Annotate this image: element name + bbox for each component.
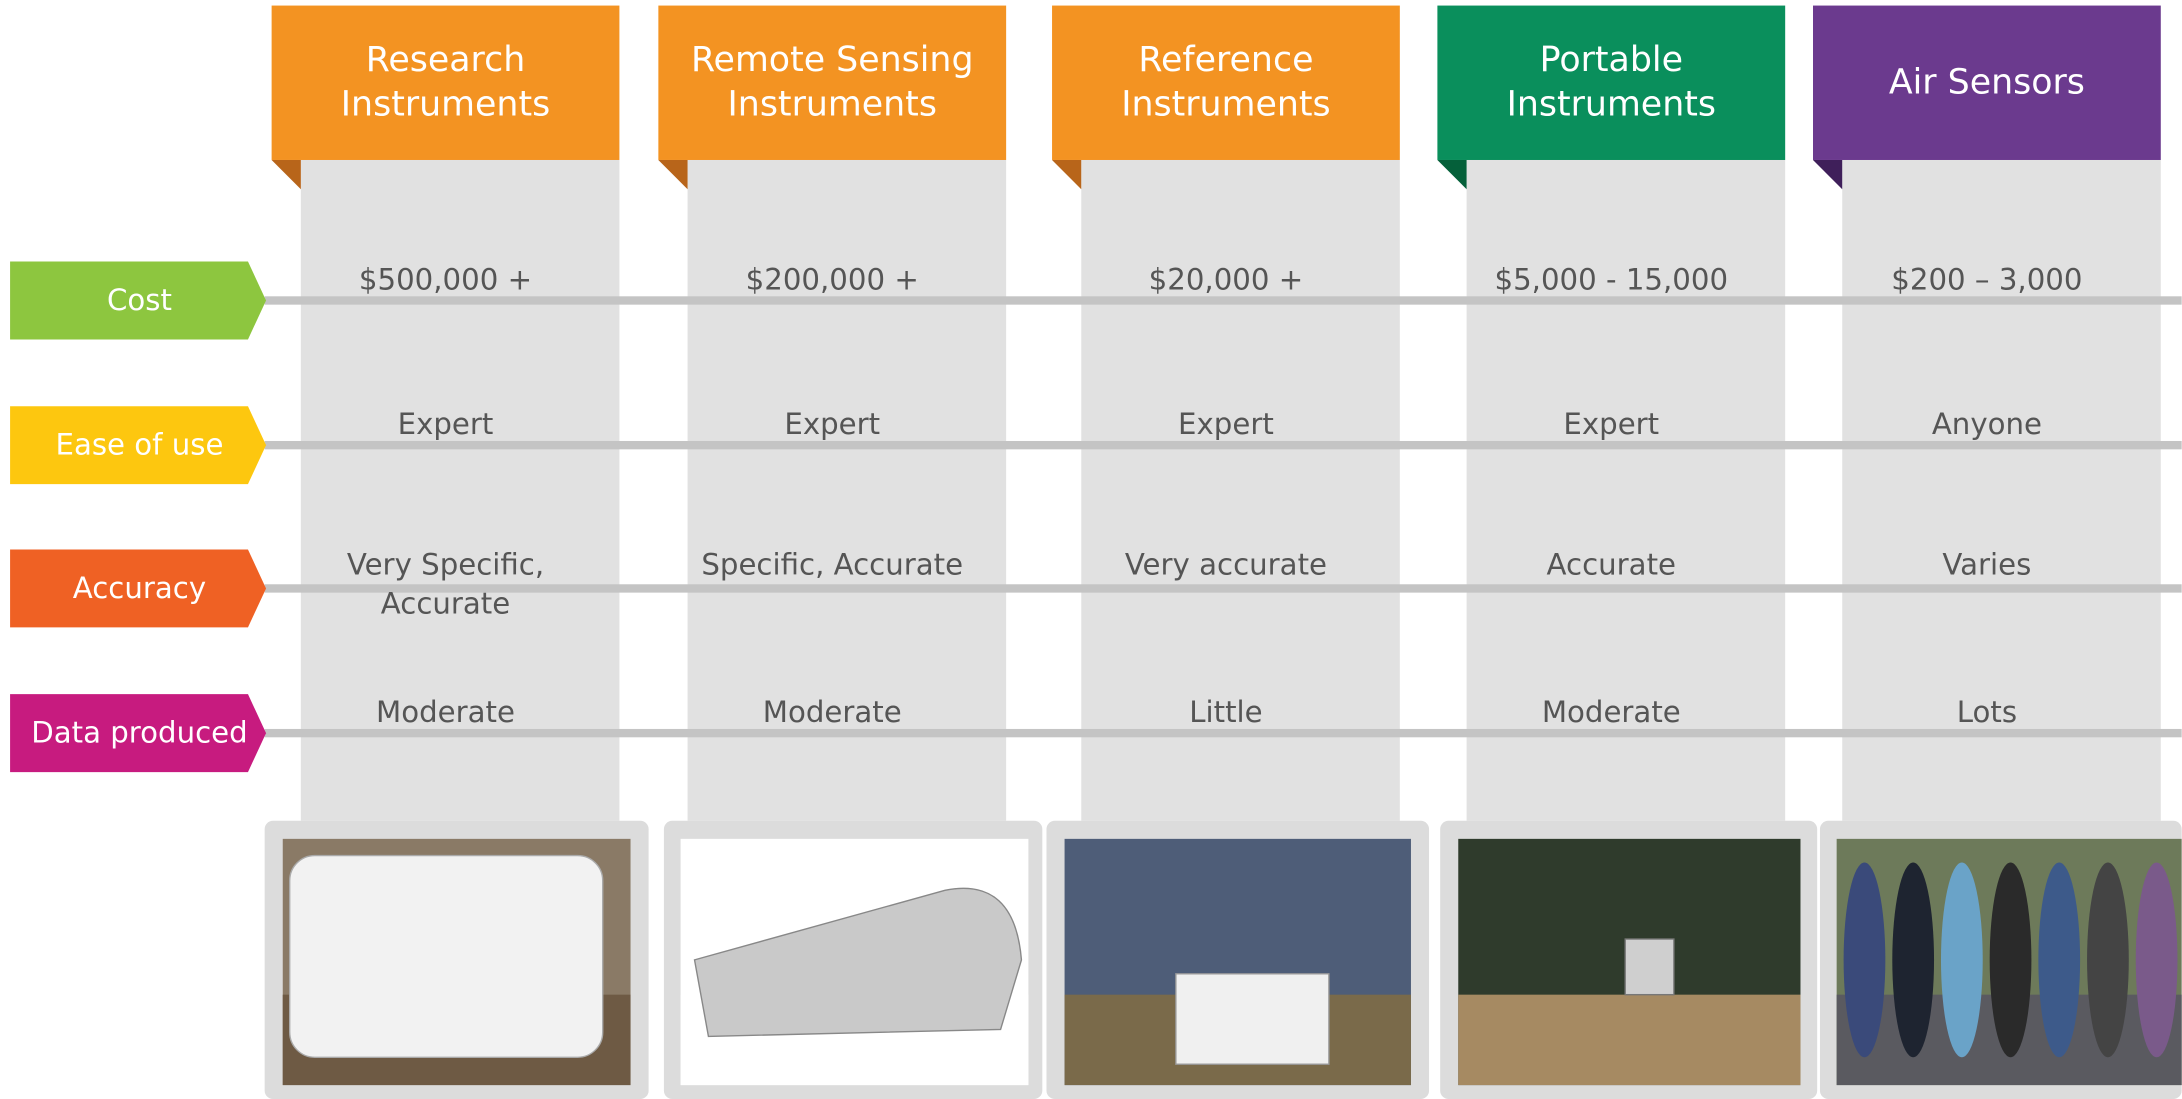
cell: Moderate <box>1541 695 1681 729</box>
header-title: Instruments <box>728 85 937 125</box>
person <box>1989 862 2032 1058</box>
header-title: Instruments <box>341 85 550 125</box>
header-title: Remote Sensing <box>691 40 974 80</box>
cell: $5,000 - 15,000 <box>1494 262 1729 297</box>
person <box>2038 862 2081 1058</box>
cell: Expert <box>1178 407 1274 441</box>
person <box>1940 862 1983 1058</box>
cell: Varies <box>1942 548 2032 582</box>
cell-text: Anyone <box>1931 407 2042 441</box>
person <box>2135 862 2178 1058</box>
cell-text: Moderate <box>1541 695 1681 729</box>
row-label-tag <box>10 261 267 340</box>
column-body <box>1842 159 2161 821</box>
row-label-tag <box>10 549 267 628</box>
header-fold <box>1052 159 1082 190</box>
header-title: Instruments <box>1121 85 1330 125</box>
header-title: Instruments <box>1507 85 1716 125</box>
column-header <box>658 5 1007 160</box>
cell-text: $200 – 3,000 <box>1891 262 2083 297</box>
cell: Expert <box>784 407 881 441</box>
column-header <box>271 5 620 160</box>
header-title: Reference <box>1138 40 1313 80</box>
cell: Expert <box>397 407 494 441</box>
header-fold <box>1813 159 1843 190</box>
camera-housing <box>693 887 1023 1038</box>
cell: $200 – 3,000 <box>1891 262 2083 297</box>
person <box>1843 862 1886 1058</box>
cell-text: Moderate <box>376 695 515 729</box>
cell-text: Moderate <box>762 695 902 729</box>
cell: Very accurate <box>1124 548 1328 582</box>
row-label: Ease of use <box>55 428 223 462</box>
header-fold <box>1437 159 1467 190</box>
instrument-box <box>1624 938 1675 996</box>
row-line <box>264 584 2182 593</box>
cell-text: Expert <box>784 407 881 441</box>
row-label: Accuracy <box>73 571 206 605</box>
person <box>2087 862 2129 1058</box>
cell-text: Little <box>1189 695 1263 729</box>
header-title: Air Sensors <box>1889 62 2085 102</box>
row-line <box>264 440 2182 450</box>
cell-text: $200,000 + <box>745 262 919 297</box>
row-label-tag <box>10 694 267 773</box>
cell: Accurate <box>1546 548 1677 582</box>
header-fold <box>658 159 688 190</box>
column-header <box>1437 5 1786 160</box>
photo-ground <box>1458 994 1801 1086</box>
cell: Lots <box>1956 695 2018 729</box>
cell: $20,000 + <box>1148 262 1304 297</box>
cell: Moderate <box>762 695 902 729</box>
column-body <box>1081 159 1400 821</box>
column-body <box>300 159 620 821</box>
row-line <box>264 728 2182 738</box>
header-title: Portable <box>1540 40 1683 80</box>
cell: $500,000 + <box>358 262 533 297</box>
header-fold <box>271 159 301 190</box>
header-title: Research <box>366 40 525 80</box>
cell: $200,000 + <box>745 262 919 297</box>
person <box>1892 862 1935 1058</box>
cell: Very Specific, Accurate <box>346 548 545 621</box>
cell-text: Expert <box>397 407 494 441</box>
column-header <box>1052 5 1400 160</box>
cell-text: Expert <box>1178 407 1274 441</box>
column-body <box>687 159 1007 821</box>
row-line <box>264 296 2182 305</box>
row-label-tag <box>10 406 267 485</box>
cell-text: Lots <box>1956 695 2018 729</box>
row-label: Cost <box>107 283 172 317</box>
row-label: Data produced <box>31 716 247 750</box>
cell-text: $5,000 - 15,000 <box>1494 262 1729 297</box>
cell-text: $20,000 + <box>1148 262 1304 297</box>
cell-text: $500,000 + <box>358 262 533 297</box>
cell-text: Very accurate <box>1124 548 1328 582</box>
cell-text: Expert <box>1563 407 1660 441</box>
cell: Anyone <box>1931 407 2042 441</box>
trailer <box>1175 973 1330 1065</box>
cell: Expert <box>1563 407 1660 441</box>
cell: Moderate <box>376 695 515 729</box>
cell-text: Accurate <box>1546 548 1677 582</box>
column-body <box>1466 159 1786 821</box>
van <box>289 854 604 1058</box>
cell-text: Specific, Accurate <box>701 548 964 582</box>
column-header <box>1813 5 2161 160</box>
cell-text: Very Specific, Accurate <box>346 548 545 621</box>
cell: Little <box>1189 695 1263 729</box>
cell: Specific, Accurate <box>701 548 964 582</box>
cell-text: Varies <box>1942 548 2032 582</box>
